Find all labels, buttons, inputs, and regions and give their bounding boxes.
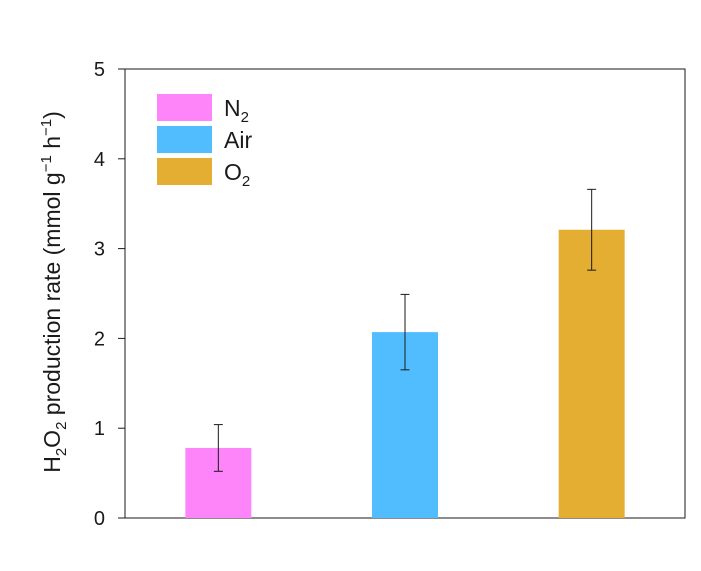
y-tick-label: 1 (94, 418, 105, 440)
error-bars (213, 188, 597, 472)
y-tick-label: 0 (94, 508, 105, 530)
legend-label: Air (224, 127, 252, 153)
y-axis-title: H2O2 production rate (mmol g−1 h−1) (38, 111, 70, 473)
legend-label: O2 (224, 159, 250, 190)
legend-swatch (157, 158, 212, 185)
bars (185, 229, 625, 518)
legend-swatch (157, 126, 212, 153)
y-tick-label: 5 (94, 59, 105, 81)
legend-swatch (157, 94, 212, 121)
y-axis-ticks: 0 1 2 3 4 5 (94, 59, 125, 530)
legend-label: N2 (224, 95, 249, 126)
bar-o2 (558, 229, 625, 518)
y-tick-label: 4 (94, 149, 105, 171)
y-tick-label: 2 (94, 328, 105, 350)
y-tick-label: 3 (94, 239, 105, 261)
